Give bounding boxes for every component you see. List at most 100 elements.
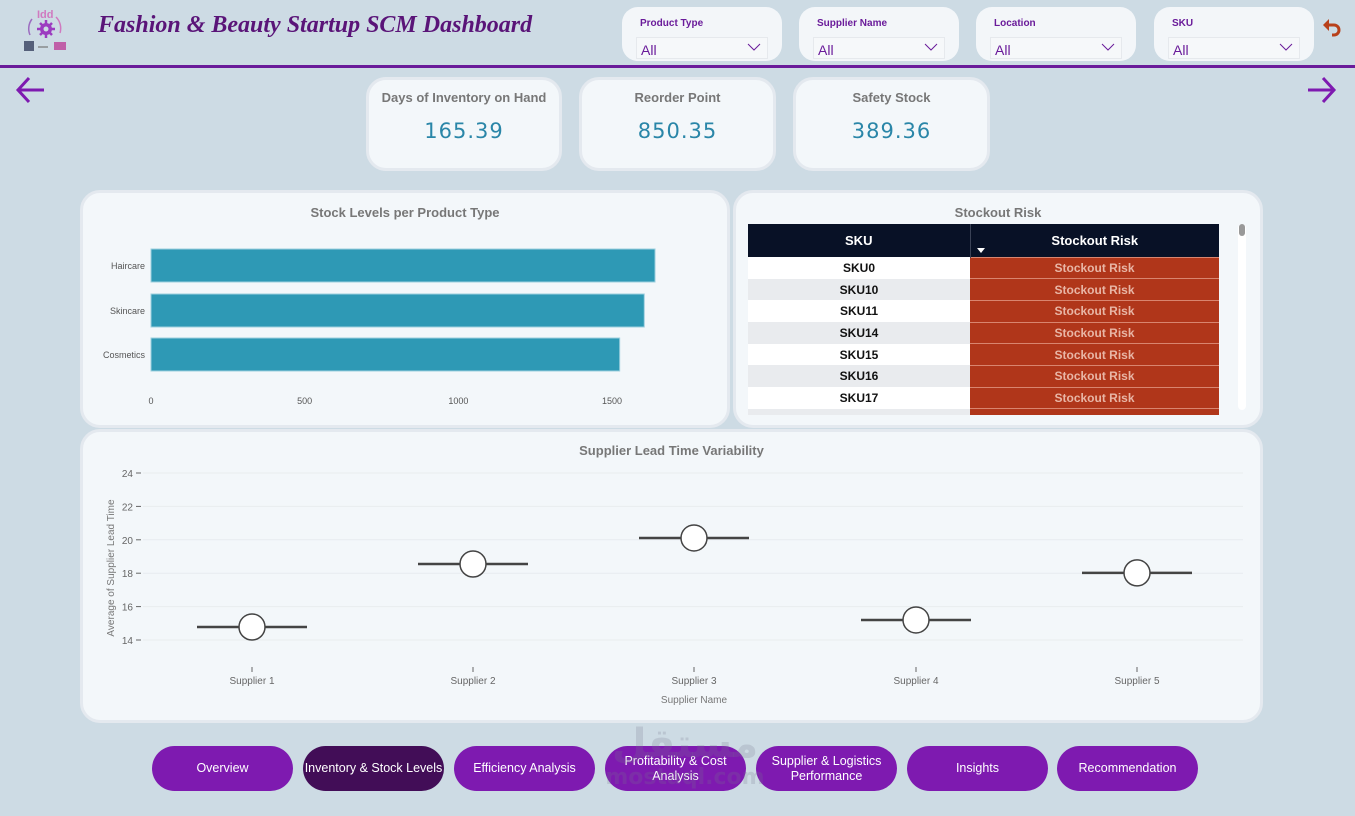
table-row[interactable]: SKU16 Stockout Risk xyxy=(748,364,1219,388)
stockout-risk-table: SKU Stockout Risk SKU0 Stockout Risk SKU1… xyxy=(748,224,1219,415)
sku-dropdown[interactable]: All xyxy=(1168,37,1300,59)
y-tick-label: 22 xyxy=(122,502,134,513)
dashboard-title: Fashion & Beauty Startup SCM Dashboard xyxy=(98,12,533,38)
data-point-supplier-2 xyxy=(459,550,487,578)
table-scrollbar[interactable] xyxy=(1238,224,1246,410)
sku-cell: SKU14 xyxy=(748,322,970,344)
kpi-value: 389.36 xyxy=(851,119,932,143)
kpi-value: 850.35 xyxy=(637,119,718,143)
risk-cell: Stockout Risk xyxy=(970,386,1219,409)
y-tick-label: 16 xyxy=(122,603,134,614)
table-row[interactable]: SKU15 Stockout Risk xyxy=(748,343,1219,366)
nav-recommendation[interactable]: Recommendation xyxy=(1057,746,1198,791)
arrow-left-icon[interactable] xyxy=(14,75,46,105)
filter-sku[interactable]: SKU All xyxy=(1154,7,1314,61)
chart-title: Supplier Lead Time Variability xyxy=(579,443,764,458)
filter-label: Supplier Name xyxy=(817,18,888,29)
lead-time-chart: 14 16 18 20 22 24 Average of Supplier Lead Tim… xyxy=(106,469,1243,706)
dropdown-value: All xyxy=(995,42,1011,58)
kpi-reorder-point: Reorder Point 850.35 xyxy=(579,77,776,171)
table-row-partial[interactable] xyxy=(748,408,1219,415)
risk-cell: Stockout Risk xyxy=(970,321,1219,344)
filter-product-type[interactable]: Product Type All xyxy=(622,7,782,61)
nav-supplier-logistics-performance[interactable]: Supplier & Logistics Performance xyxy=(756,746,897,791)
location-dropdown[interactable]: All xyxy=(990,37,1122,59)
scrollbar-thumb[interactable] xyxy=(1239,224,1245,236)
product-type-dropdown[interactable]: All xyxy=(636,37,768,59)
column-header-stockout-risk[interactable]: Stockout Risk xyxy=(969,224,1219,257)
filter-label: SKU xyxy=(1172,18,1194,29)
nav-efficiency-analysis[interactable]: Efficiency Analysis xyxy=(454,746,595,791)
y-axis-label: Average of Supplier Lead Time xyxy=(106,499,117,637)
sku-cell: SKU11 xyxy=(748,300,970,323)
filter-label: Product Type xyxy=(640,18,704,29)
y-tick-label: 14 xyxy=(122,636,134,647)
bar-cosmetics xyxy=(150,337,621,372)
nav-insights[interactable]: Insights xyxy=(907,746,1048,791)
chart-title: Stock Levels per Product Type xyxy=(310,205,500,220)
y-tick-label: Cosmetics xyxy=(103,350,146,360)
y-tick-label: Haircare xyxy=(111,261,145,271)
x-tick-label: Supplier 2 xyxy=(450,676,495,687)
chevron-down-icon xyxy=(747,43,761,51)
kpi-title: Days of Inventory on Hand xyxy=(381,90,547,105)
kpi-days-of-inventory: Days of Inventory on Hand 165.39 xyxy=(366,77,562,171)
kpi-title: Reorder Point xyxy=(634,90,721,105)
x-tick-label: Supplier 1 xyxy=(229,676,274,687)
chevron-down-icon xyxy=(1101,43,1115,51)
arrow-right-icon[interactable] xyxy=(1306,75,1338,105)
bar-haircare xyxy=(150,248,656,283)
stock-levels-bar-chart: Haircare Skincare Cosmetics 0 500 1000 1500 xyxy=(103,248,656,406)
filter-location[interactable]: Location All xyxy=(976,7,1136,61)
kpi-safety-stock: Safety Stock 389.36 xyxy=(793,77,990,171)
dropdown-value: All xyxy=(641,42,657,58)
data-point-supplier-5 xyxy=(1123,559,1151,587)
y-tick-label: 24 xyxy=(122,469,134,480)
data-point-supplier-3 xyxy=(680,524,708,552)
chevron-down-icon xyxy=(1279,43,1293,51)
undo-icon[interactable] xyxy=(1321,17,1343,39)
sort-descending-icon[interactable] xyxy=(976,247,985,253)
table-title: Stockout Risk xyxy=(954,205,1042,220)
kpi-value: 165.39 xyxy=(424,119,504,143)
x-tick-label: Supplier 4 xyxy=(893,676,938,687)
y-tick-label: 20 xyxy=(122,536,134,547)
sku-cell: SKU10 xyxy=(748,278,970,301)
bar-skincare xyxy=(150,293,645,328)
sku-cell xyxy=(748,408,970,415)
supplier-name-dropdown[interactable]: All xyxy=(813,37,945,59)
table-row[interactable]: SKU17 Stockout Risk xyxy=(748,386,1219,409)
risk-cell: Stockout Risk xyxy=(970,278,1219,301)
risk-cell xyxy=(970,408,1219,415)
kpi-title: Safety Stock xyxy=(852,90,931,105)
x-tick-label: 1500 xyxy=(602,396,622,406)
risk-cell: Stockout Risk xyxy=(970,256,1219,279)
stockout-risk-panel: Stockout Risk SKU Stockout Risk SKU0 Stoc… xyxy=(733,190,1263,428)
x-axis-label: Supplier Name xyxy=(661,695,728,706)
table-row[interactable]: SKU11 Stockout Risk xyxy=(748,299,1219,323)
x-tick-label: 0 xyxy=(148,396,153,406)
svg-text:Idd: Idd xyxy=(37,9,54,21)
data-point-supplier-4 xyxy=(902,606,930,634)
table-row[interactable]: SKU10 Stockout Risk xyxy=(748,278,1219,301)
filter-label: Location xyxy=(994,18,1036,29)
y-tick-label: 18 xyxy=(122,569,134,580)
filter-supplier-name[interactable]: Supplier Name All xyxy=(799,7,959,61)
x-tick-label: 1000 xyxy=(448,396,468,406)
supply-chain-logo-icon: Idd xyxy=(20,5,72,57)
dropdown-value: All xyxy=(818,42,834,58)
nav-profitability-cost-analysis[interactable]: Profitability & Cost Analysis xyxy=(605,746,746,791)
risk-cell: Stockout Risk xyxy=(970,343,1219,366)
x-tick-label: 500 xyxy=(297,396,312,406)
table-row[interactable]: SKU0 Stockout Risk xyxy=(748,256,1219,279)
column-header-sku[interactable]: SKU xyxy=(748,224,970,257)
table-row[interactable]: SKU14 Stockout Risk xyxy=(748,321,1219,344)
stock-levels-panel: Stock Levels per Product Type Haircare Sk… xyxy=(80,190,730,428)
risk-cell: Stockout Risk xyxy=(970,364,1219,388)
y-tick-label: Skincare xyxy=(110,306,145,316)
sku-cell: SKU17 xyxy=(748,387,970,409)
sku-cell: SKU15 xyxy=(748,343,970,366)
nav-overview[interactable]: Overview xyxy=(152,746,293,791)
lead-time-panel: Supplier Lead Time Variability 14 16 18 20 2… xyxy=(80,429,1263,723)
nav-inventory-stock-levels[interactable]: Inventory & Stock Levels xyxy=(303,746,444,791)
